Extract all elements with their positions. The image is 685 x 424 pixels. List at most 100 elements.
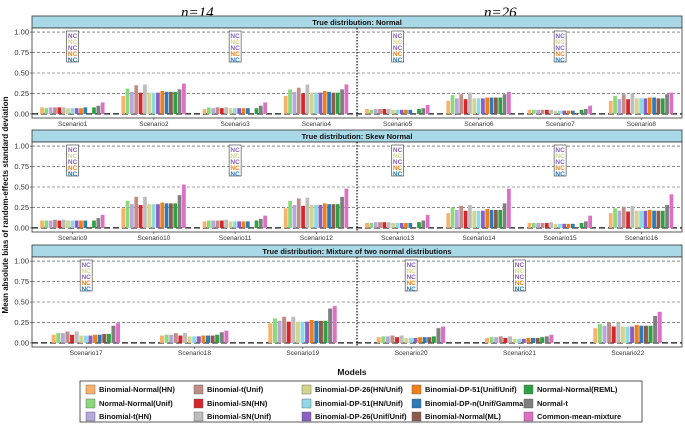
bar [169, 334, 174, 343]
bar [656, 98, 661, 114]
scenario-label: Scenario16 [625, 235, 658, 242]
nc-label: NC [555, 147, 565, 154]
bar [151, 204, 156, 228]
bar [652, 97, 656, 114]
bar [417, 109, 421, 114]
scenario-group: Scenario12 [283, 188, 349, 242]
bar [283, 95, 288, 114]
bar [156, 204, 160, 228]
bar [340, 196, 344, 228]
bar [531, 223, 536, 228]
scenario-group: Scenario2 [121, 83, 186, 128]
legend-swatch [85, 411, 96, 422]
nc-label: NC [68, 39, 78, 46]
bar [647, 97, 652, 114]
bar [575, 227, 580, 228]
bar [390, 335, 395, 343]
nc-label: NC [555, 171, 565, 178]
bar [494, 209, 498, 228]
nc-label: NC [81, 268, 91, 275]
bar [408, 109, 413, 114]
bar [48, 220, 53, 228]
bar [472, 98, 477, 114]
bar [621, 206, 626, 228]
bar [498, 336, 503, 343]
legend-swatch [193, 411, 204, 422]
bar [314, 320, 319, 343]
legend-item: Binomial-DP-51(HN/Unif) [301, 398, 403, 409]
bar [566, 223, 571, 228]
bar [386, 109, 391, 114]
bar [87, 227, 92, 228]
bar [508, 336, 512, 343]
bar [634, 210, 639, 228]
panels-group: True distribution: Normal 0.00 0.25 0.50 0.7… [14, 15, 683, 357]
scenario-label: Scenario5 [383, 121, 413, 128]
bar [570, 110, 575, 114]
bar [413, 338, 418, 343]
bar [237, 221, 242, 228]
bar [540, 109, 545, 114]
y-tick-label: 0.75 [14, 48, 29, 57]
bar [378, 222, 382, 228]
bar [83, 220, 88, 228]
bar [301, 205, 305, 228]
nc-label: NC [555, 45, 565, 52]
bar [553, 223, 558, 228]
nc-label: NC [515, 274, 525, 281]
bar [40, 107, 44, 114]
bar [250, 113, 255, 114]
legend-item: Common-mean-mixture [523, 411, 621, 422]
bar [309, 205, 314, 228]
bar [322, 203, 327, 228]
scenario-group: Scenario8 [608, 92, 674, 128]
bar [665, 205, 669, 228]
legend-label: Binomial-DP-26(Unif/Unif) [315, 412, 407, 421]
bar [160, 202, 165, 228]
bar [441, 326, 446, 343]
bar [296, 198, 301, 228]
nc-box [553, 144, 567, 177]
bar [417, 222, 421, 228]
nc-box [66, 144, 79, 177]
bar [305, 84, 310, 114]
bar [292, 91, 297, 114]
bar [291, 316, 296, 343]
bar [111, 325, 116, 343]
bar [425, 214, 430, 228]
legend-item: Binomial-SN(Unif) [193, 411, 272, 422]
bar [56, 333, 61, 343]
bar [639, 325, 644, 343]
bar [79, 335, 84, 343]
bar [70, 334, 75, 343]
bar [395, 337, 400, 343]
bar [544, 336, 549, 343]
bar [365, 109, 369, 114]
legend-item: Binomial-Normal(ML) [411, 411, 501, 422]
bar [206, 220, 211, 228]
bar [639, 210, 643, 228]
x-axis-label: Models [337, 367, 367, 377]
bar [232, 108, 237, 114]
y-tick-label: 0.75 [14, 277, 29, 286]
panel-3: True distribution: Mixture of two normal… [14, 244, 683, 357]
bar [254, 220, 259, 228]
scenario-group: Scenario19 [268, 306, 337, 357]
bar [517, 338, 522, 343]
bar [498, 97, 503, 114]
y-tick-label: 0.00 [14, 109, 29, 118]
bar [391, 109, 395, 114]
bar [44, 220, 49, 228]
bar [660, 210, 665, 228]
legend-swatch [85, 384, 96, 395]
scenario-group: Scenario6 [446, 91, 511, 128]
bar [263, 102, 268, 114]
legend-swatch [411, 384, 422, 395]
nc-label: NC [230, 33, 240, 40]
legend-label: Binomial-t(HN) [99, 412, 152, 421]
bar [156, 92, 160, 114]
